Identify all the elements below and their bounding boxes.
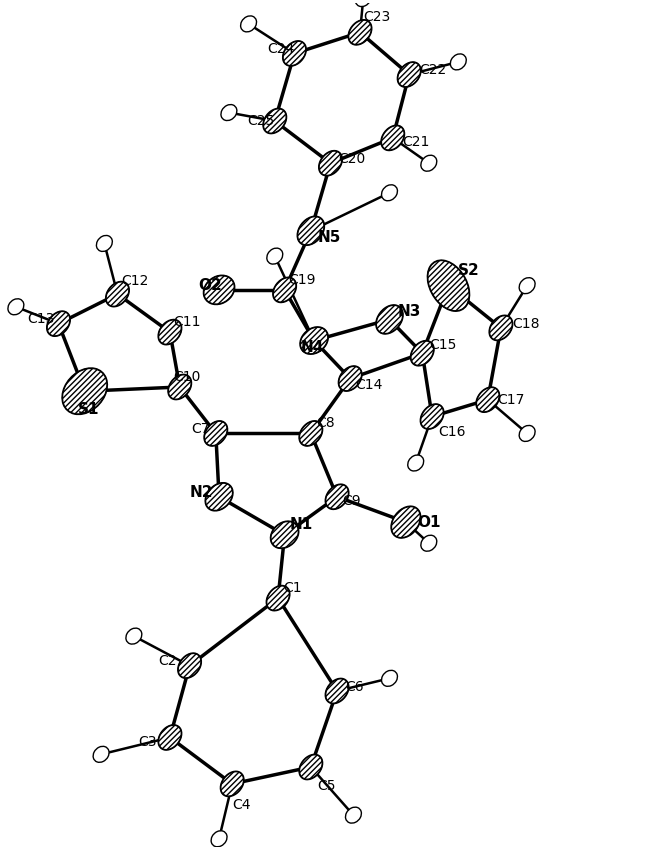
Ellipse shape: [204, 421, 227, 446]
Ellipse shape: [421, 156, 437, 171]
Text: C8: C8: [316, 416, 334, 430]
Ellipse shape: [299, 421, 323, 446]
Text: C14: C14: [356, 378, 383, 393]
Text: S1: S1: [78, 402, 100, 417]
Ellipse shape: [126, 628, 142, 644]
Text: C9: C9: [342, 494, 361, 508]
Text: C3: C3: [138, 734, 157, 749]
Text: C5: C5: [317, 779, 336, 792]
Text: C17: C17: [498, 393, 525, 406]
Text: C18: C18: [513, 317, 540, 331]
Ellipse shape: [428, 260, 469, 311]
Ellipse shape: [267, 248, 283, 264]
Ellipse shape: [263, 109, 286, 133]
Ellipse shape: [159, 725, 182, 750]
Ellipse shape: [299, 755, 323, 779]
Text: C13: C13: [27, 313, 54, 326]
Text: O2: O2: [198, 278, 222, 293]
Text: C11: C11: [173, 315, 201, 329]
Ellipse shape: [397, 62, 421, 87]
Text: N1: N1: [290, 517, 313, 532]
Text: C4: C4: [232, 798, 251, 812]
Text: C2: C2: [158, 654, 176, 668]
Ellipse shape: [221, 105, 237, 121]
Text: C25: C25: [247, 114, 274, 128]
Ellipse shape: [273, 277, 296, 303]
Ellipse shape: [62, 368, 107, 414]
Ellipse shape: [346, 808, 362, 823]
Text: C16: C16: [439, 425, 466, 439]
Ellipse shape: [450, 54, 466, 70]
Ellipse shape: [159, 320, 182, 344]
Ellipse shape: [297, 217, 325, 245]
Ellipse shape: [47, 311, 70, 336]
Ellipse shape: [211, 830, 227, 847]
Ellipse shape: [97, 235, 112, 252]
Ellipse shape: [8, 299, 24, 314]
Text: C15: C15: [429, 337, 456, 352]
Ellipse shape: [420, 404, 444, 429]
Text: N4: N4: [301, 340, 325, 354]
Text: C12: C12: [121, 275, 148, 288]
Ellipse shape: [356, 0, 371, 7]
Ellipse shape: [178, 654, 201, 678]
Ellipse shape: [283, 41, 306, 66]
Text: S2: S2: [458, 263, 480, 278]
Ellipse shape: [325, 484, 348, 509]
Ellipse shape: [300, 327, 328, 354]
Ellipse shape: [376, 305, 403, 334]
Text: C6: C6: [345, 680, 364, 694]
Ellipse shape: [381, 184, 397, 201]
Text: C1: C1: [284, 581, 302, 595]
Text: N2: N2: [190, 485, 213, 500]
Ellipse shape: [206, 483, 233, 511]
Text: N3: N3: [397, 303, 421, 319]
Text: C7: C7: [191, 422, 210, 436]
Ellipse shape: [381, 126, 405, 150]
Text: C22: C22: [419, 64, 446, 77]
Ellipse shape: [325, 678, 348, 704]
Text: O1: O1: [418, 514, 441, 530]
Ellipse shape: [270, 521, 299, 548]
Ellipse shape: [381, 671, 397, 686]
Ellipse shape: [319, 150, 342, 176]
Ellipse shape: [489, 315, 512, 340]
Text: C10: C10: [173, 370, 200, 384]
Ellipse shape: [476, 388, 500, 412]
Ellipse shape: [106, 281, 129, 307]
Ellipse shape: [241, 16, 256, 32]
Ellipse shape: [391, 507, 420, 538]
Text: C21: C21: [403, 135, 430, 149]
Text: C23: C23: [364, 10, 391, 24]
Ellipse shape: [204, 275, 235, 304]
Text: C20: C20: [338, 152, 366, 166]
Ellipse shape: [348, 20, 371, 45]
Ellipse shape: [168, 375, 191, 400]
Ellipse shape: [421, 536, 437, 551]
Ellipse shape: [221, 772, 244, 796]
Ellipse shape: [93, 746, 109, 762]
Ellipse shape: [519, 426, 535, 441]
Text: N5: N5: [317, 230, 341, 245]
Text: C19: C19: [288, 273, 315, 286]
Ellipse shape: [519, 278, 535, 293]
Ellipse shape: [408, 455, 424, 471]
Text: C24: C24: [267, 42, 294, 56]
Ellipse shape: [410, 341, 434, 366]
Ellipse shape: [338, 366, 362, 391]
Ellipse shape: [266, 586, 290, 610]
